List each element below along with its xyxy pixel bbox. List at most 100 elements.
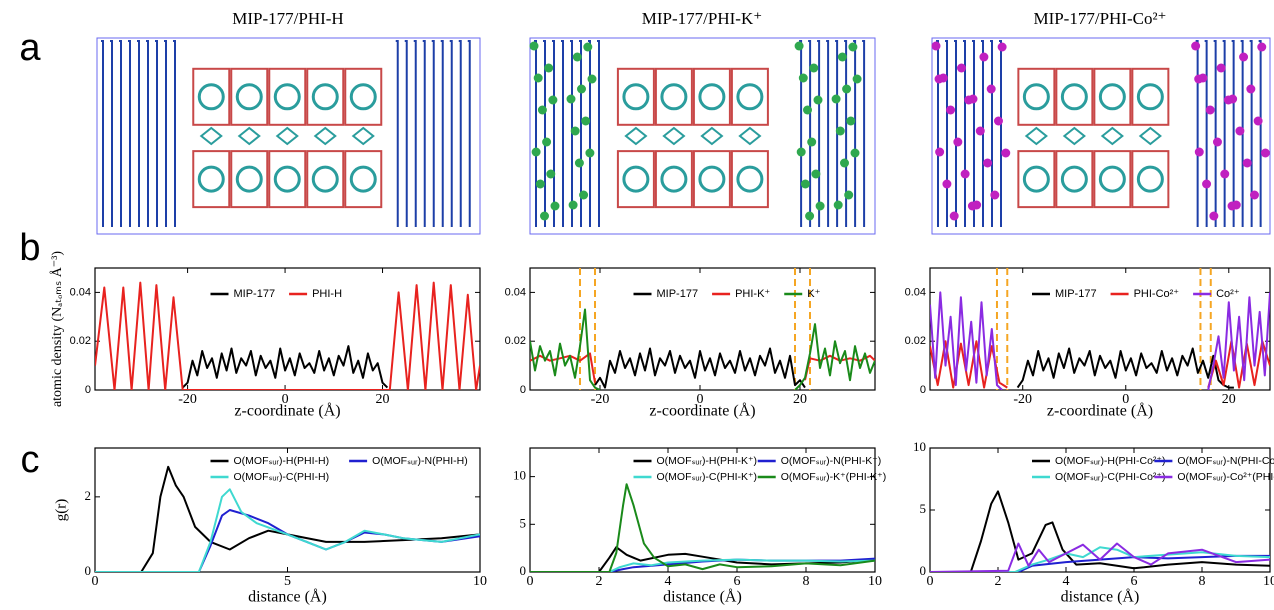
ion [540,212,549,221]
legend-label: O(MOFₛᵤᵣ)-C(PHI-H) [234,471,330,483]
panel-label: c [21,439,40,481]
ion [1213,138,1222,147]
y-tick-label: 0.04 [905,286,926,298]
ion [542,138,551,147]
ion [983,159,992,168]
ion [1220,170,1229,179]
ion [987,85,996,94]
x-tick-label: 0 [92,574,99,589]
structure-title: MIP-177/PHI-K⁺ [642,9,762,28]
legend-label: O(MOFₛᵤᵣ)-H(PHI-Co²⁺) [1055,455,1165,467]
legend-label: Co²⁺ [1216,288,1240,300]
ion [1250,191,1259,200]
y-tick-label: 0.02 [905,335,926,347]
ion [842,85,851,94]
ion [567,95,576,104]
legend-label: MIP-177 [657,288,699,300]
ion [964,96,973,105]
x-tick-label: 6 [734,574,741,589]
x-tick-label: 10 [1263,574,1274,589]
x-tick-label: 10 [868,574,882,589]
ion [534,74,543,83]
legend-label: PHI-H [312,288,342,300]
series-line [930,292,1270,390]
figure: a b c MIP-177/PHI-H MIP-177/PHI-K⁺ MIP-1… [0,0,1274,610]
ion [994,117,1003,126]
y-tick-label: 0 [520,384,526,396]
ion [998,43,1007,52]
x-tick-label: -20 [178,392,197,407]
x-tick-label: 0 [527,574,534,589]
ion [569,201,578,210]
y-tick-label: 2 [85,488,92,503]
legend-label: O(MOFₛᵤᵣ)-C(PHI-Co²⁺) [1055,471,1165,483]
x-tick-label: 20 [376,392,390,407]
ion [838,53,847,62]
legend-label: O(MOFₛᵤᵣ)-H(PHI-H) [234,455,330,467]
legend-label: O(MOFₛᵤᵣ)-K⁺(PHI-K⁺) [781,471,887,483]
structure-box [97,38,480,234]
legend-label: O(MOFₛᵤᵣ)-N(PHI-Co²⁺) [1177,455,1274,467]
ion [846,117,855,126]
ion [575,159,584,168]
series-line [530,310,875,391]
ion [832,95,841,104]
series-line [530,560,875,572]
page: {"panel_labels":["a","b","c"], "structur… [0,0,1274,610]
ion [551,202,560,211]
ion [848,43,857,52]
ion [811,170,820,179]
series-line [95,283,480,390]
ion [853,75,862,84]
ion [801,180,810,189]
ion [990,191,999,200]
legend-label: O(MOFₛᵤᵣ)-N(PHI-H) [372,455,468,467]
ion [803,106,812,115]
y-tick-label: 5 [520,515,527,530]
ion [1235,127,1244,136]
series-line [595,349,805,388]
ion [1191,42,1200,51]
ion [942,180,951,189]
legend-label: PHI-K⁺ [735,288,770,300]
panel-label: a [19,27,41,69]
x-tick-label: 4 [1063,574,1070,589]
ion [935,75,944,84]
ion [799,74,808,83]
ion [1261,149,1270,158]
ion [548,96,557,105]
series-line [530,484,875,572]
structure-title: MIP-177/PHI-Co²⁺ [1033,9,1166,28]
panel-label: b [19,227,40,269]
legend-label: O(MOFₛᵤᵣ)-Co²⁺(PHI-Co²⁺) [1177,471,1274,483]
ion [844,191,853,200]
ion [816,202,825,211]
ion [1202,180,1211,189]
ion [851,149,860,158]
ion [805,212,814,221]
x-tick-label: -20 [1013,392,1032,407]
ion [585,149,594,158]
ion [583,43,592,52]
legend-label: O(MOFₛᵤᵣ)-C(PHI-K⁺) [657,471,758,483]
ion [1257,43,1266,52]
ion [1246,85,1255,94]
x-axis-label: z-coordinate (Å) [234,402,340,420]
ion [953,138,962,147]
plot-area [95,283,480,390]
y-tick-label: 0 [920,384,926,396]
ion [1254,117,1263,126]
x-tick-label: 10 [473,574,487,589]
structure-title: MIP-177/PHI-H [232,9,343,28]
ion [581,117,590,126]
ion [1209,212,1218,221]
ion [530,42,539,51]
x-axis-label: distance (Å) [248,588,327,606]
y-tick-label: 0 [920,563,927,578]
y-tick-label: 5 [920,501,927,516]
plot-area [930,491,1270,572]
x-tick-label: 8 [1199,574,1206,589]
legend-label: MIP-177 [1055,288,1097,300]
ion [979,53,988,62]
ion [536,180,545,189]
